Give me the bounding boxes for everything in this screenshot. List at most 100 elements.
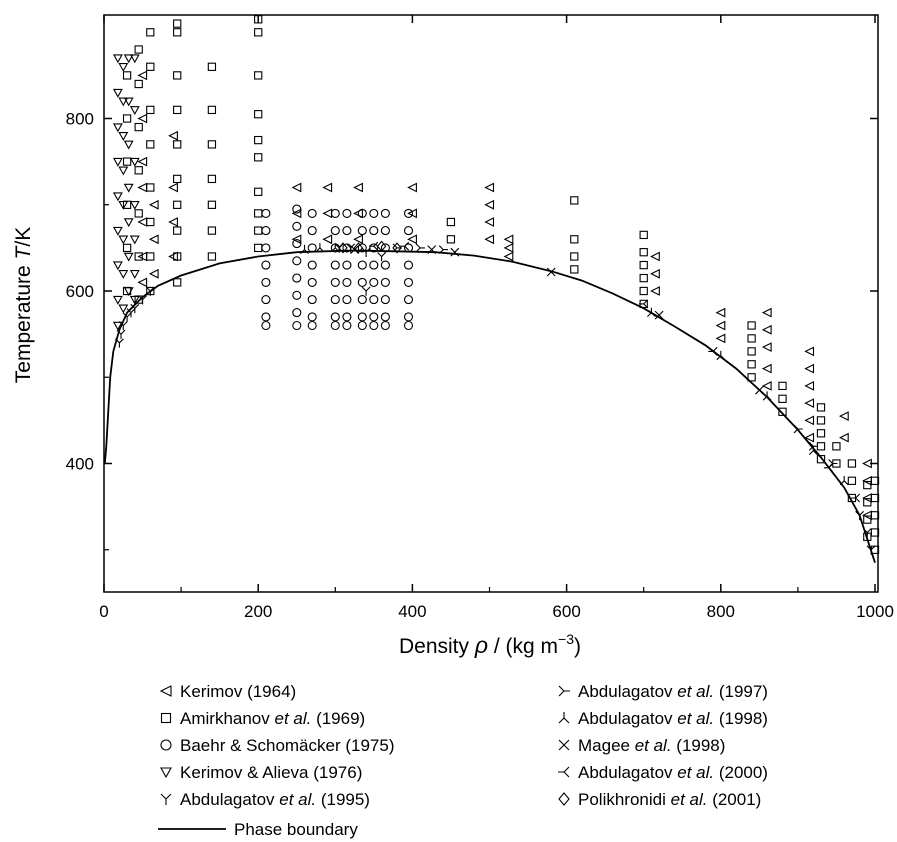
legend-item: Abdulagatov et al. (1997)	[558, 682, 768, 701]
data-point	[112, 54, 123, 64]
data-point	[832, 442, 841, 451]
data-point	[134, 122, 143, 132]
data-point	[650, 268, 660, 279]
data-point	[307, 320, 317, 331]
data-point	[650, 251, 660, 262]
data-point	[639, 273, 648, 283]
data-point	[148, 268, 159, 279]
data-point	[715, 320, 726, 331]
legend-item: Kerimov (1964)	[159, 682, 296, 701]
data-point	[292, 239, 302, 249]
data-point	[126, 308, 136, 318]
data-point	[450, 247, 460, 257]
y-tick-label: 800	[66, 110, 94, 129]
data-point	[376, 240, 387, 252]
data-point	[392, 242, 402, 254]
series-3	[112, 54, 140, 331]
data-point	[207, 105, 217, 115]
data-point	[146, 28, 155, 37]
data-point	[292, 273, 302, 283]
data-point	[380, 208, 390, 218]
data-point	[403, 312, 414, 322]
data-point	[369, 226, 379, 236]
data-point	[300, 244, 309, 254]
legend-item-phase-boundary: Phase boundary	[158, 820, 358, 839]
data-point	[307, 312, 317, 322]
data-point	[129, 295, 140, 305]
data-point	[357, 277, 367, 287]
series-9	[338, 240, 402, 254]
data-point	[207, 200, 217, 209]
data-point	[870, 493, 880, 503]
data-point	[173, 278, 182, 287]
data-point	[342, 295, 352, 305]
data-point	[173, 140, 182, 149]
data-point	[484, 182, 495, 193]
legend-label: Magee et al. (1998)	[578, 736, 725, 755]
data-point	[254, 71, 263, 80]
data-point	[261, 277, 271, 287]
legend-marker	[558, 766, 570, 778]
legend-label: Abdulagatov et al. (2000)	[578, 763, 768, 782]
data-point	[118, 201, 129, 210]
x-tick-label: 0	[99, 602, 108, 621]
data-point	[816, 416, 826, 425]
data-point	[342, 260, 352, 270]
data-point	[261, 295, 271, 305]
data-point	[112, 192, 123, 202]
data-point	[369, 320, 379, 331]
data-point	[862, 475, 872, 486]
data-point	[403, 320, 414, 331]
data-point	[438, 245, 449, 254]
x-tick-label: 200	[244, 602, 272, 621]
data-point	[292, 290, 302, 300]
data-point	[823, 463, 834, 473]
data-point	[134, 79, 143, 89]
data-point	[368, 241, 379, 251]
data-point	[134, 209, 143, 218]
data-point	[134, 252, 143, 261]
data-point	[115, 338, 124, 348]
data-point	[863, 498, 872, 507]
data-point	[342, 277, 352, 287]
data-point	[804, 381, 815, 391]
data-point	[847, 476, 857, 485]
data-point	[168, 217, 178, 227]
data-point	[207, 252, 217, 261]
data-point	[342, 312, 352, 322]
data-point	[816, 403, 826, 412]
data-point	[755, 385, 764, 395]
data-point	[804, 415, 815, 426]
data-point	[570, 196, 579, 205]
data-point	[173, 174, 182, 184]
x-tick-label: 600	[552, 602, 580, 621]
data-point	[146, 105, 155, 115]
data-point	[261, 320, 271, 331]
data-point	[207, 174, 217, 184]
legend-item: Baehr & Schomäcker (1975)	[160, 736, 395, 755]
data-point	[804, 363, 815, 374]
data-point	[123, 252, 134, 262]
data-point	[118, 321, 128, 331]
data-point	[118, 166, 129, 176]
data-point	[122, 114, 132, 123]
data-point	[112, 295, 123, 305]
series-5	[392, 243, 838, 468]
data-point	[137, 70, 148, 81]
legend-marker	[160, 739, 172, 751]
data-point	[137, 277, 148, 288]
data-point	[130, 303, 140, 314]
data-point	[123, 218, 134, 228]
data-point	[129, 201, 140, 210]
data-point	[380, 277, 390, 287]
data-point	[307, 243, 317, 253]
data-point	[137, 182, 148, 193]
data-point	[330, 277, 340, 287]
x-tick-label: 800	[707, 602, 735, 621]
data-point	[570, 235, 579, 244]
data-point	[118, 132, 129, 141]
legend-marker	[558, 792, 570, 806]
legend: Kerimov (1964) Amirkhanov et al. (1969) Ba…	[158, 682, 768, 839]
data-point	[122, 157, 132, 166]
